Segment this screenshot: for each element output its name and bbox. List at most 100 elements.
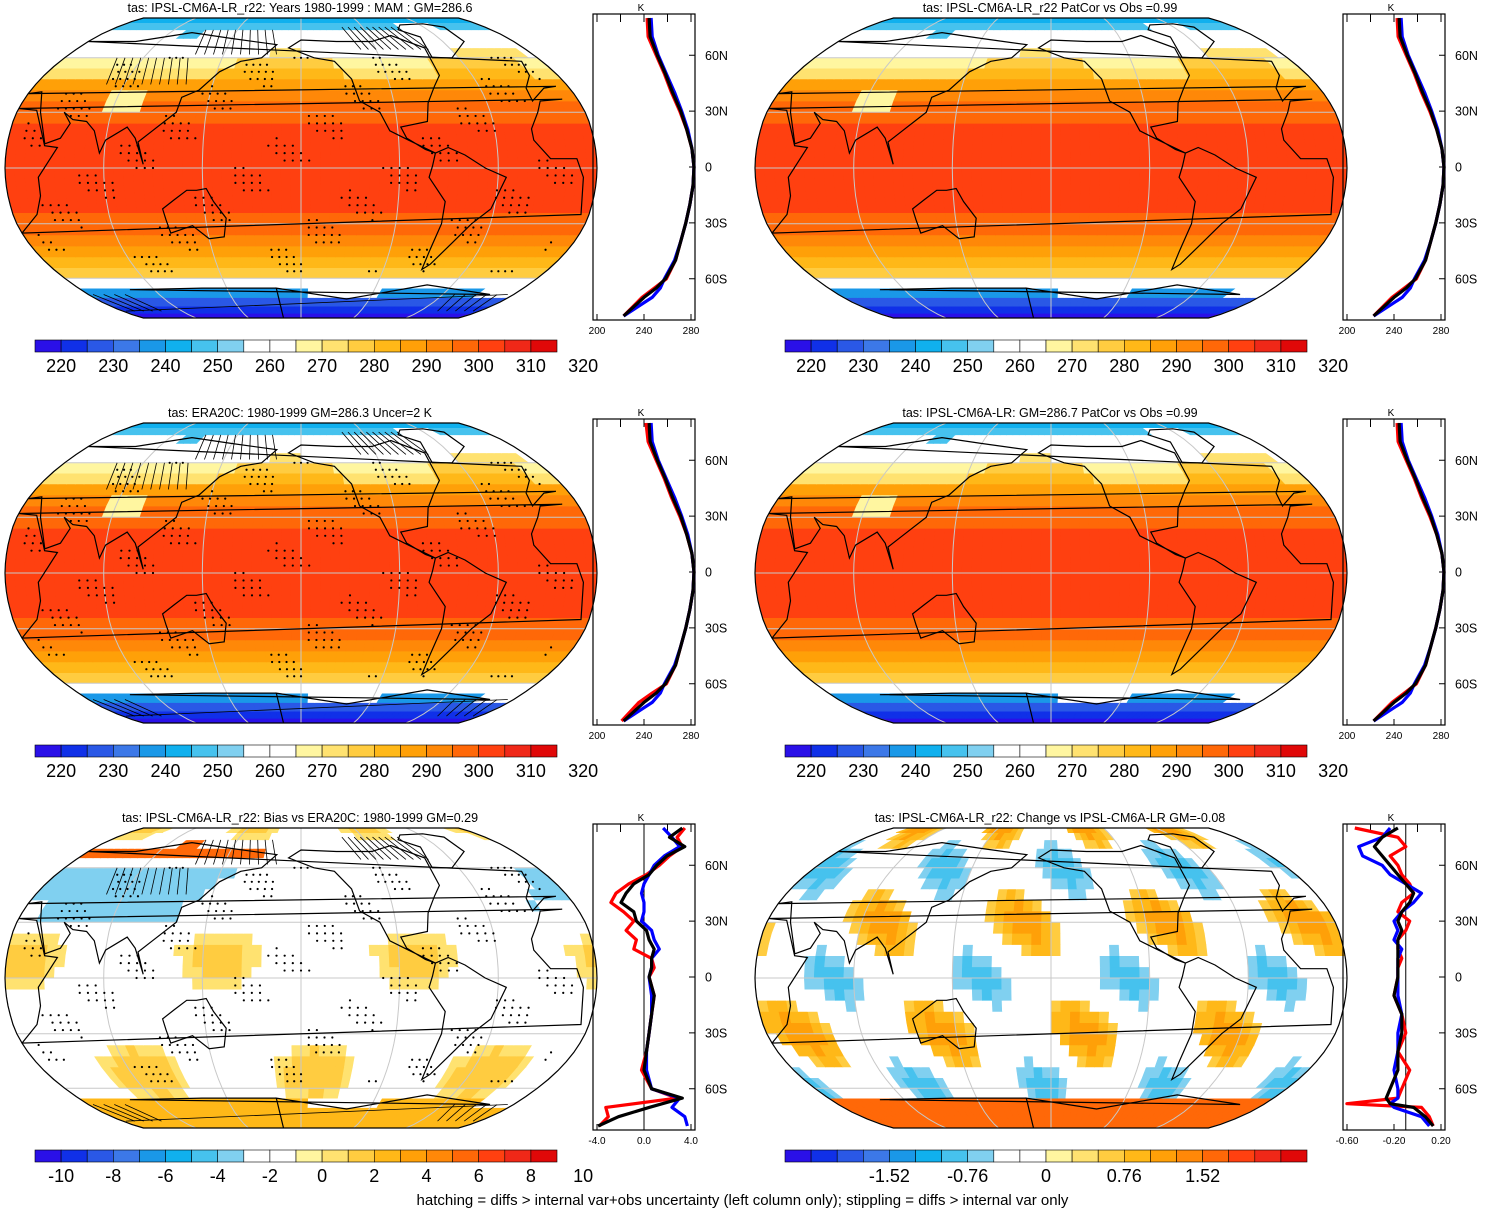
- map-cell: [396, 201, 409, 213]
- colorbar-swatch: [810, 339, 838, 353]
- map-cell: [407, 190, 419, 202]
- colorbar-swatch: [1202, 339, 1229, 353]
- map-cell: [973, 111, 986, 124]
- map-cell: [1002, 212, 1014, 225]
- map-cell: [300, 617, 311, 630]
- map-cell: [291, 223, 302, 236]
- map-cell: [1208, 167, 1220, 180]
- map-cell: [922, 145, 934, 158]
- stipple-dot: [496, 92, 500, 95]
- map-cell: [1011, 178, 1022, 191]
- map-cell: [320, 156, 331, 169]
- stipple-dot: [339, 122, 343, 125]
- map-cell: [1032, 78, 1043, 91]
- map-cell: [1227, 178, 1239, 191]
- map-cell: [255, 245, 267, 258]
- map-cell: [1042, 256, 1052, 269]
- stipple-dot: [286, 270, 289, 273]
- map-cell: [526, 145, 538, 158]
- map-cell: [232, 595, 243, 607]
- map-cell: [1036, 29, 1045, 39]
- map-cell: [1168, 178, 1180, 191]
- map-cell: [242, 212, 254, 225]
- map-cell: [438, 156, 450, 169]
- stipple-dot: [458, 218, 461, 222]
- map-cell: [1119, 178, 1131, 191]
- map-cell: [281, 201, 292, 213]
- map-cell: [359, 134, 370, 146]
- map-cell: [416, 606, 428, 618]
- stipple-dot: [257, 70, 260, 73]
- stipple-dot: [159, 263, 162, 266]
- map-cell: [162, 145, 174, 158]
- map-cell: [329, 123, 341, 135]
- map-cell: [114, 190, 127, 202]
- stipple-dot: [490, 270, 493, 273]
- map-cell: [952, 145, 964, 158]
- stipple-dot: [414, 189, 417, 192]
- map-cell: [1089, 134, 1101, 146]
- stipple-dot: [88, 107, 91, 110]
- stipple-dot: [315, 241, 318, 244]
- map-cell: [142, 156, 154, 169]
- map-cell: [425, 201, 438, 213]
- map-cell: [934, 201, 946, 213]
- map-cell: [1050, 212, 1061, 225]
- map-cell: [991, 134, 1003, 146]
- stipple-dot: [307, 114, 311, 118]
- map-cell: [486, 178, 499, 191]
- map-cell: [387, 606, 399, 618]
- map-cell: [1050, 156, 1062, 169]
- map-cell: [1044, 22, 1052, 31]
- stipple-dot: [508, 211, 511, 214]
- map-cell: [1089, 201, 1100, 213]
- map-cell: [34, 178, 47, 191]
- map-cell: [913, 190, 925, 202]
- map-cell: [283, 256, 294, 269]
- map-cell: [1011, 156, 1022, 169]
- map-cell: [824, 178, 836, 191]
- map-cell: [804, 178, 817, 191]
- map-cell: [1148, 145, 1160, 158]
- map-cell: [964, 111, 976, 124]
- map-cell: [281, 190, 292, 202]
- map-cell: [275, 672, 286, 684]
- stipple-dot: [538, 166, 541, 170]
- map-cell: [952, 156, 963, 169]
- map-cell: [319, 606, 331, 618]
- map-cell: [291, 628, 302, 641]
- map-cell: [1109, 145, 1121, 158]
- map-cell: [765, 178, 777, 191]
- map-cell: [903, 134, 916, 146]
- map-cell: [339, 134, 351, 146]
- map-cell: [1050, 78, 1061, 91]
- stipple-dot: [293, 270, 296, 273]
- stipple-dot: [38, 144, 41, 147]
- stipple-dot: [210, 85, 214, 88]
- stipple-dot: [517, 70, 520, 73]
- stipple-dot: [504, 63, 507, 66]
- stipple-dot: [283, 144, 286, 147]
- map-cell: [294, 305, 302, 314]
- map-cell: [300, 167, 312, 180]
- stipple-dot: [480, 226, 483, 229]
- stipple-dot: [554, 166, 557, 170]
- stipple-dot: [196, 248, 199, 251]
- map-cell: [1050, 167, 1062, 180]
- panel-1: tas: IPSL-CM6A-LR_r22: Years 1980-1999 :…: [4, 1, 728, 376]
- stipple-dot: [307, 233, 310, 237]
- map-cell: [292, 682, 302, 694]
- map-cell: [1089, 145, 1101, 158]
- stipple-dot: [411, 248, 414, 251]
- map-cell: [863, 156, 875, 169]
- map-cell: [1031, 223, 1043, 236]
- coastline-namerica: [287, 34, 441, 154]
- map-cell: [348, 201, 360, 213]
- map-cell: [1069, 123, 1081, 135]
- map-cell: [893, 145, 905, 158]
- stipple-dot: [356, 196, 359, 199]
- stipple-dot: [485, 129, 488, 132]
- stipple-dot: [69, 114, 72, 118]
- map-cell: [843, 145, 856, 158]
- map-cell: [1050, 18, 1058, 23]
